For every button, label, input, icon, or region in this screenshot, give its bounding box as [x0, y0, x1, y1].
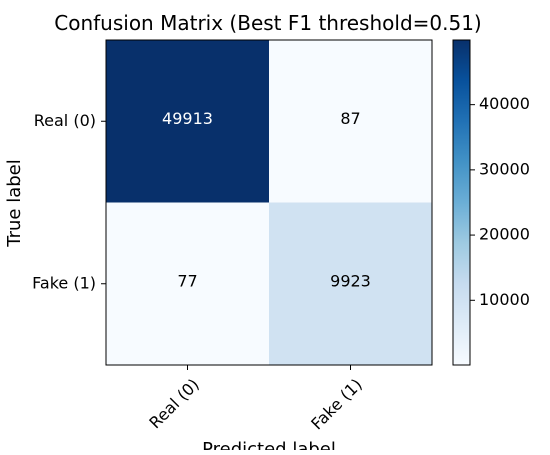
colorbar-tick-label: 10000 — [479, 290, 530, 309]
colorbar-ticks: 10000 20000 30000 40000 — [470, 94, 530, 309]
heatmap-cell — [269, 202, 432, 365]
plot-frame — [105, 39, 433, 366]
cell-value-label: 87 — [340, 109, 360, 128]
x-axis-label: Predicted label — [202, 439, 336, 450]
x-tick-label: Real (0) — [145, 375, 202, 432]
x-tick-label: Fake (1) — [307, 375, 366, 434]
chart-title: Confusion Matrix (Best F1 threshold=0.51… — [54, 11, 481, 35]
heatmap-cell — [269, 40, 432, 203]
cell-value-label: 9923 — [330, 271, 371, 290]
y-axis-label: True label — [4, 159, 25, 248]
colorbar-tick-label: 40000 — [479, 94, 530, 113]
heatmap-cell-labels: 49913 87 77 9923 — [162, 109, 371, 291]
cell-value-label: 49913 — [162, 109, 213, 128]
heatmap-cells — [106, 40, 432, 365]
y-tick-label: Real (0) — [34, 111, 96, 130]
colorbar — [452, 39, 471, 366]
heatmap-cell — [106, 202, 269, 365]
y-tick-label: Fake (1) — [32, 273, 96, 292]
y-axis-ticks: Real (0) Fake (1) — [32, 111, 106, 292]
x-axis-ticks: Real (0) Fake (1) — [145, 365, 366, 434]
heatmap-cell — [106, 40, 269, 203]
colorbar-tick-label: 30000 — [479, 159, 530, 178]
cell-value-label: 77 — [177, 271, 197, 290]
colorbar-tick-label: 20000 — [479, 225, 530, 244]
